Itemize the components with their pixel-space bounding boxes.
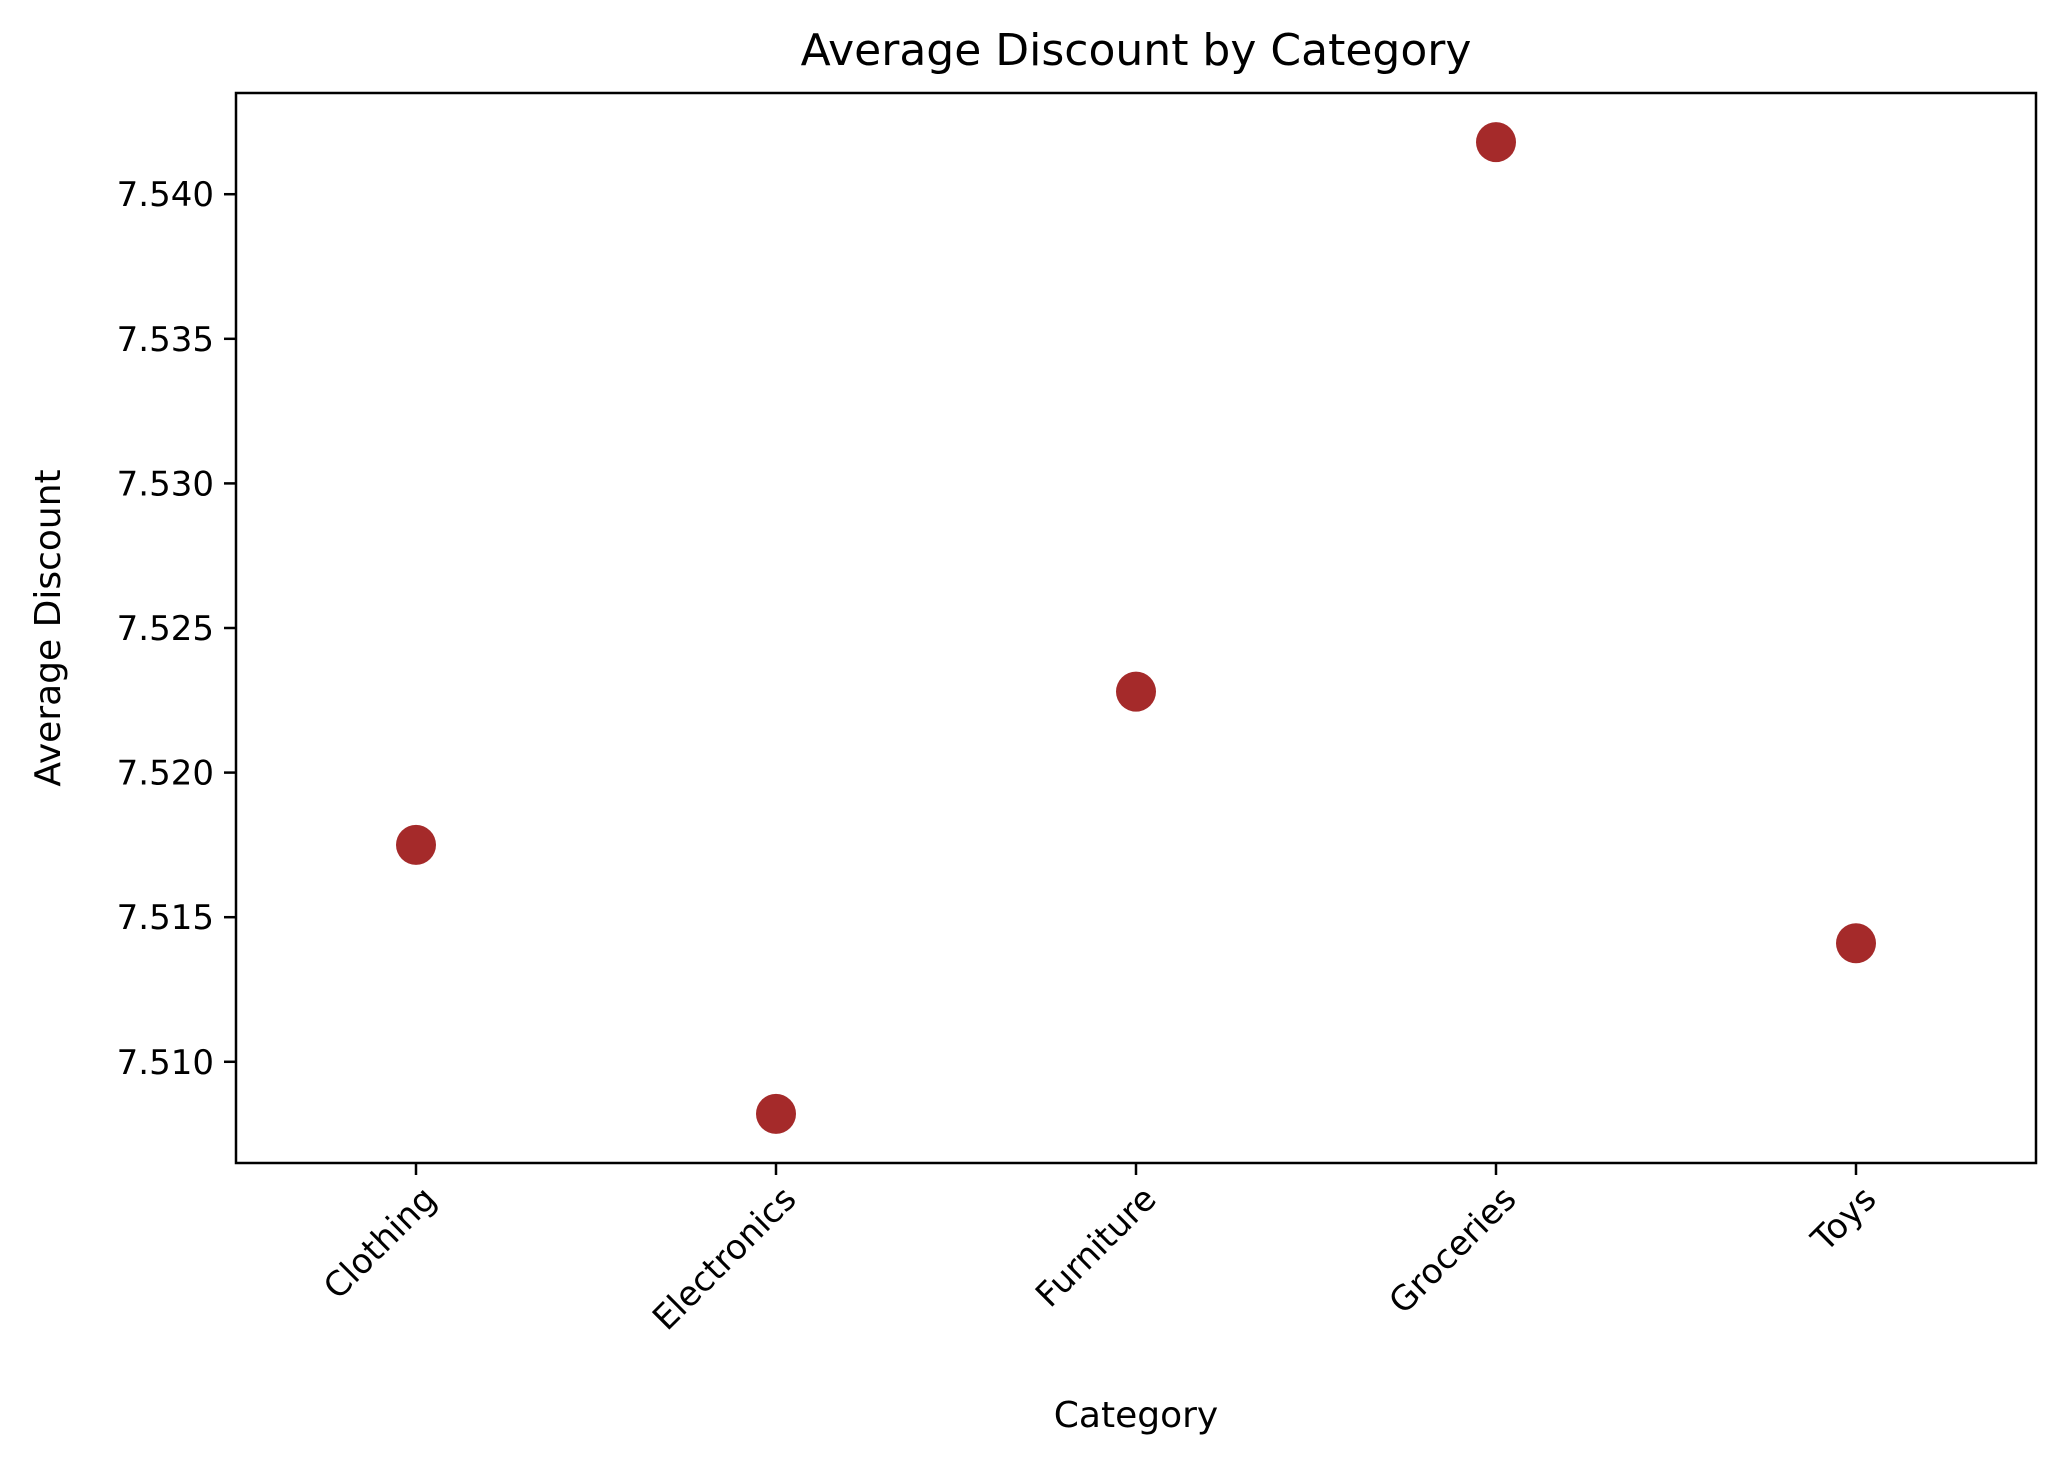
data-point-electronics bbox=[756, 1093, 796, 1134]
x-tick-label: Clothing bbox=[316, 1179, 444, 1307]
data-point-groceries bbox=[1476, 122, 1516, 163]
y-axis: 7.510 7.515 7.520 7.525 7.530 7.535 7.540 bbox=[117, 175, 236, 1083]
y-tick-label: 7.535 bbox=[117, 320, 214, 360]
y-tick-label: 7.530 bbox=[117, 464, 214, 504]
y-tick-label: 7.525 bbox=[117, 609, 214, 649]
y-axis-label: Average Discount bbox=[28, 469, 69, 786]
y-tick-label: 7.520 bbox=[117, 754, 214, 794]
x-axis-label: Category bbox=[1054, 1395, 1218, 1436]
x-tick-label: Groceries bbox=[1381, 1179, 1524, 1322]
data-point-clothing bbox=[396, 824, 436, 865]
x-tick-label: Toys bbox=[1803, 1179, 1884, 1260]
x-axis: Clothing Electronics Furniture Groceries Toy… bbox=[316, 1163, 1884, 1338]
data-point-toys bbox=[1836, 923, 1876, 964]
plot-frame bbox=[234, 91, 2038, 1165]
x-tick-label: Furniture bbox=[1028, 1179, 1164, 1315]
y-tick-label: 7.540 bbox=[117, 175, 214, 215]
x-tick-label: Electronics bbox=[645, 1179, 804, 1338]
y-tick-label: 7.510 bbox=[117, 1043, 214, 1083]
data-point-furniture bbox=[1116, 671, 1156, 712]
y-tick-label: 7.515 bbox=[117, 898, 214, 938]
data-points bbox=[396, 122, 1876, 1134]
chart-title: Average Discount by Category bbox=[801, 25, 1472, 76]
